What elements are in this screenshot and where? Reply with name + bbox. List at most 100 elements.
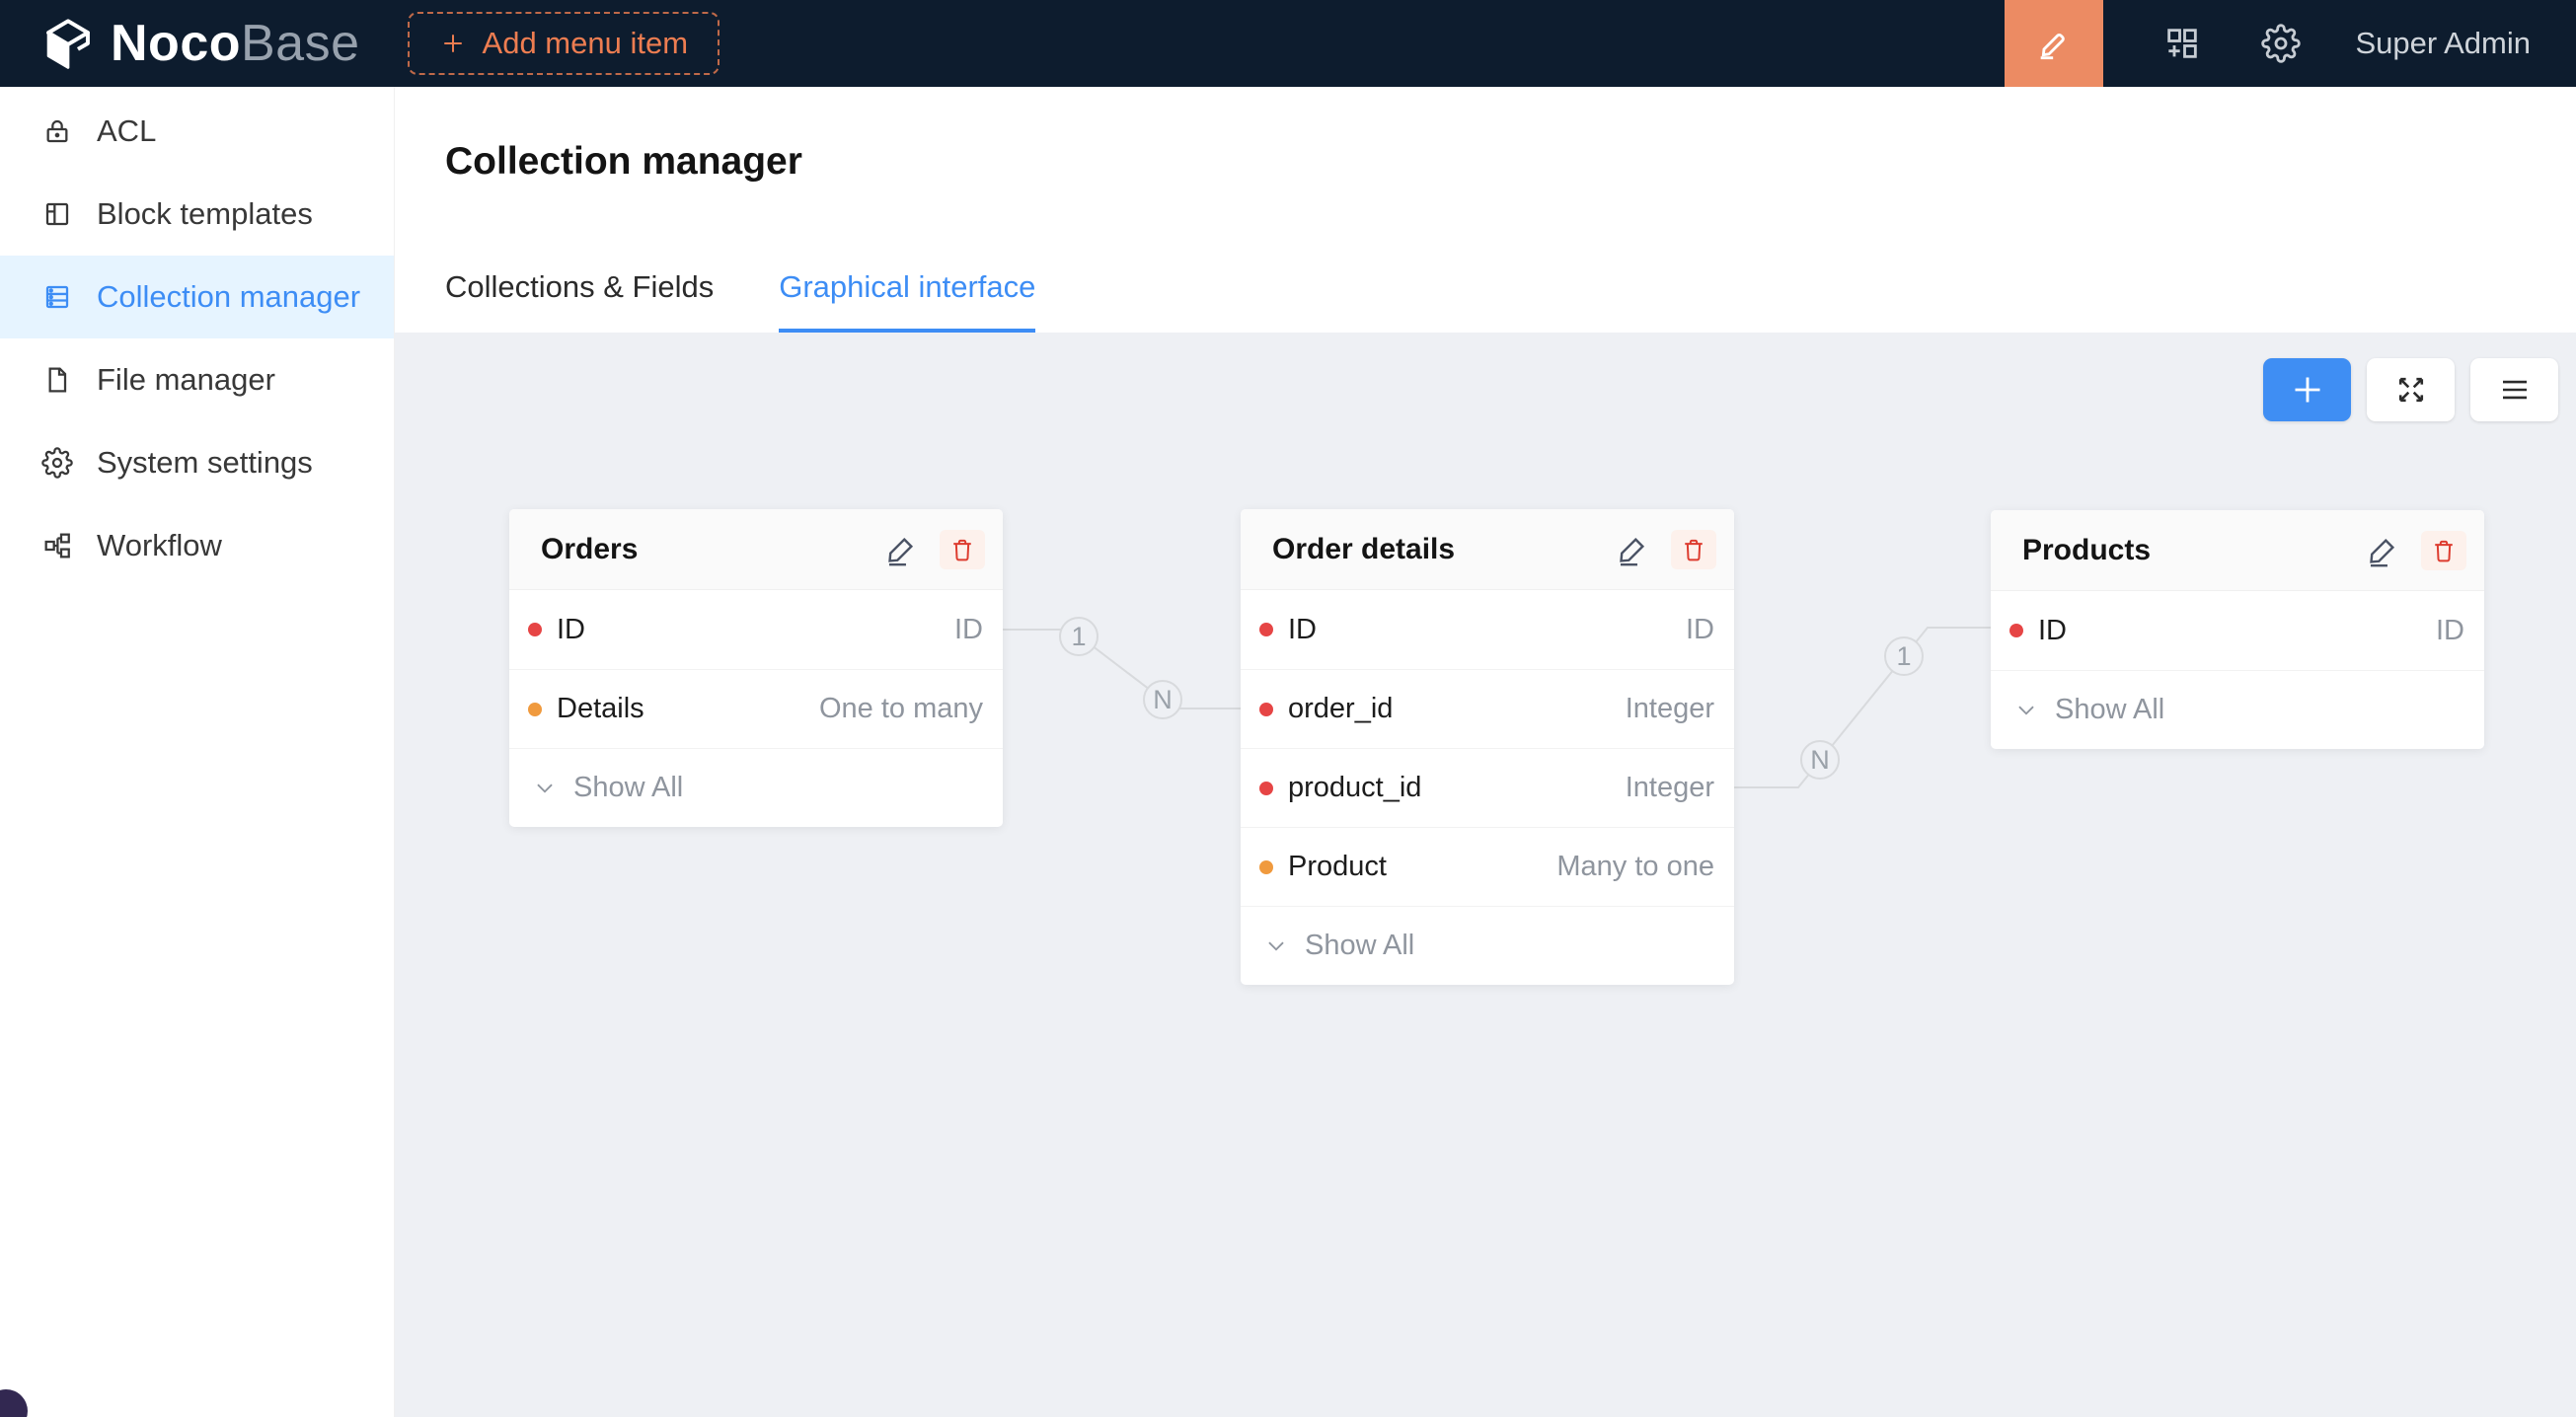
field-row-product-id[interactable]: product_id Integer [1241, 748, 1734, 827]
entity-card-order-details: Order details ID [1241, 509, 1734, 985]
show-all-toggle[interactable]: Show All [509, 748, 1003, 827]
cube-logo-icon [46, 19, 90, 69]
delete-collection-button[interactable] [2421, 530, 2466, 570]
entity-header: Products [1991, 510, 2484, 591]
edit-icon[interactable] [1616, 533, 1649, 566]
sidebar-item-label: Collection manager [97, 279, 361, 314]
field-row-id[interactable]: ID ID [1991, 591, 2484, 670]
relationship-line-orders-orderdetails [1003, 629, 1241, 709]
delete-collection-button[interactable] [1671, 529, 1716, 569]
chevron-down-icon [537, 783, 553, 793]
add-collection-button[interactable] [2263, 358, 2351, 421]
diagram-menu-button[interactable] [2470, 358, 2558, 421]
field-name: Details [557, 693, 644, 724]
settings-sidebar: ACL Block templates Collection manager [0, 87, 395, 1417]
sidebar-item-block-templates[interactable]: Block templates [0, 173, 394, 256]
fullscreen-button[interactable] [2367, 358, 2455, 421]
field-row-order-id[interactable]: order_id Integer [1241, 669, 1734, 748]
field-name: ID [2038, 614, 2067, 646]
field-name: ID [1288, 613, 1317, 645]
tab-graphical-interface[interactable]: Graphical interface [779, 269, 1036, 333]
field-row-details[interactable]: Details One to many [509, 669, 1003, 748]
relationship-wires: 1 N N 1 [1003, 617, 1991, 788]
field-row-id[interactable]: ID ID [1241, 590, 1734, 669]
delete-collection-button[interactable] [940, 529, 985, 569]
plus-icon [443, 35, 462, 52]
top-header: NocoBase Add menu item Super Adm [0, 0, 2576, 87]
field-type: ID [954, 613, 983, 645]
main-area: ACL Block templates Collection manager [0, 87, 2576, 1417]
tab-bar: Collections & Fields Graphical interface [445, 269, 1036, 333]
field-name: Product [1288, 851, 1387, 882]
sidebar-item-label: File manager [97, 362, 275, 397]
cardinality-badge: N [1800, 740, 1840, 780]
sidebar-item-workflow[interactable]: Workflow [0, 504, 394, 587]
field-type: One to many [818, 693, 983, 724]
canvas-toolbar [2263, 358, 2558, 421]
sidebar-item-label: System settings [97, 445, 313, 480]
trash-icon [953, 539, 971, 560]
field-type: Integer [1625, 772, 1714, 803]
entity-title: Orders [541, 532, 639, 565]
brand-light: Base [241, 15, 360, 72]
sidebar-item-collection-manager[interactable]: Collection manager [0, 256, 394, 338]
brand-text: NocoBase [111, 14, 360, 73]
gear-icon[interactable] [2260, 24, 2301, 63]
show-all-toggle[interactable]: Show All [1241, 906, 1734, 985]
primary-key-dot [1259, 623, 1273, 636]
grid-plus-icon[interactable] [2162, 24, 2202, 63]
highlighter-icon [2040, 34, 2065, 60]
add-menu-item-button[interactable]: Add menu item [407, 12, 720, 75]
show-all-label: Show All [573, 772, 684, 803]
entity-title: Order details [1272, 532, 1456, 565]
trash-icon [1685, 539, 1703, 560]
primary-key-dot [528, 623, 542, 636]
sidebar-item-system-settings[interactable]: System settings [0, 421, 394, 504]
chevron-down-icon [1268, 941, 1284, 951]
ui-editor-toggle-button[interactable] [2004, 0, 2103, 87]
chevron-down-icon [2018, 706, 2034, 715]
file-icon [48, 367, 67, 393]
field-type: ID [2436, 614, 2464, 646]
cardinality-badge: 1 [1884, 636, 1924, 676]
field-type: Many to one [1556, 851, 1714, 882]
page-title: Collection manager [445, 140, 802, 183]
entity-header: Order details [1241, 509, 1734, 590]
field-type: ID [1686, 613, 1714, 645]
nocobase-logo[interactable]: NocoBase [39, 14, 360, 73]
gear-icon [41, 447, 73, 479]
field-row-id[interactable]: ID ID [509, 590, 1003, 669]
lock-icon [46, 119, 68, 143]
relationship-line-orderdetails-products [1734, 627, 1991, 788]
edit-icon[interactable] [2366, 534, 2399, 567]
field-name: ID [557, 613, 585, 645]
field-type: Integer [1625, 693, 1714, 724]
foreign-key-dot [1259, 702, 1273, 716]
edit-icon[interactable] [884, 533, 918, 566]
cardinality-badge: 1 [1059, 617, 1099, 656]
sidebar-item-file-manager[interactable]: File manager [0, 338, 394, 421]
trash-icon [2435, 540, 2453, 561]
relation-dot [528, 702, 542, 716]
topbar-right: Super Admin [2004, 0, 2576, 87]
entity-card-products: Products ID [1991, 510, 2484, 749]
primary-key-dot [2009, 624, 2023, 637]
show-all-label: Show All [2055, 694, 2165, 725]
svg-text:1: 1 [1896, 641, 1911, 671]
content-area: Collection manager Collections & Fields … [395, 87, 2576, 1417]
svg-text:N: N [1810, 745, 1830, 775]
field-row-product[interactable]: Product Many to one [1241, 827, 1734, 906]
show-all-label: Show All [1305, 930, 1415, 961]
tab-collections-and-fields[interactable]: Collections & Fields [445, 269, 715, 304]
current-user-menu[interactable]: Super Admin [2355, 26, 2532, 60]
entity-title: Products [2022, 533, 2152, 566]
sidebar-item-acl[interactable]: ACL [0, 90, 394, 173]
workflow-icon [44, 533, 70, 559]
page-header: Collection manager Collections & Fields … [395, 87, 2576, 333]
foreign-key-dot [1259, 781, 1273, 795]
fullscreen-icon [2398, 377, 2423, 403]
relation-dot [1259, 859, 1273, 874]
show-all-toggle[interactable]: Show All [1991, 670, 2484, 749]
er-diagram-canvas[interactable]: 1 N N 1 [395, 333, 2576, 1417]
